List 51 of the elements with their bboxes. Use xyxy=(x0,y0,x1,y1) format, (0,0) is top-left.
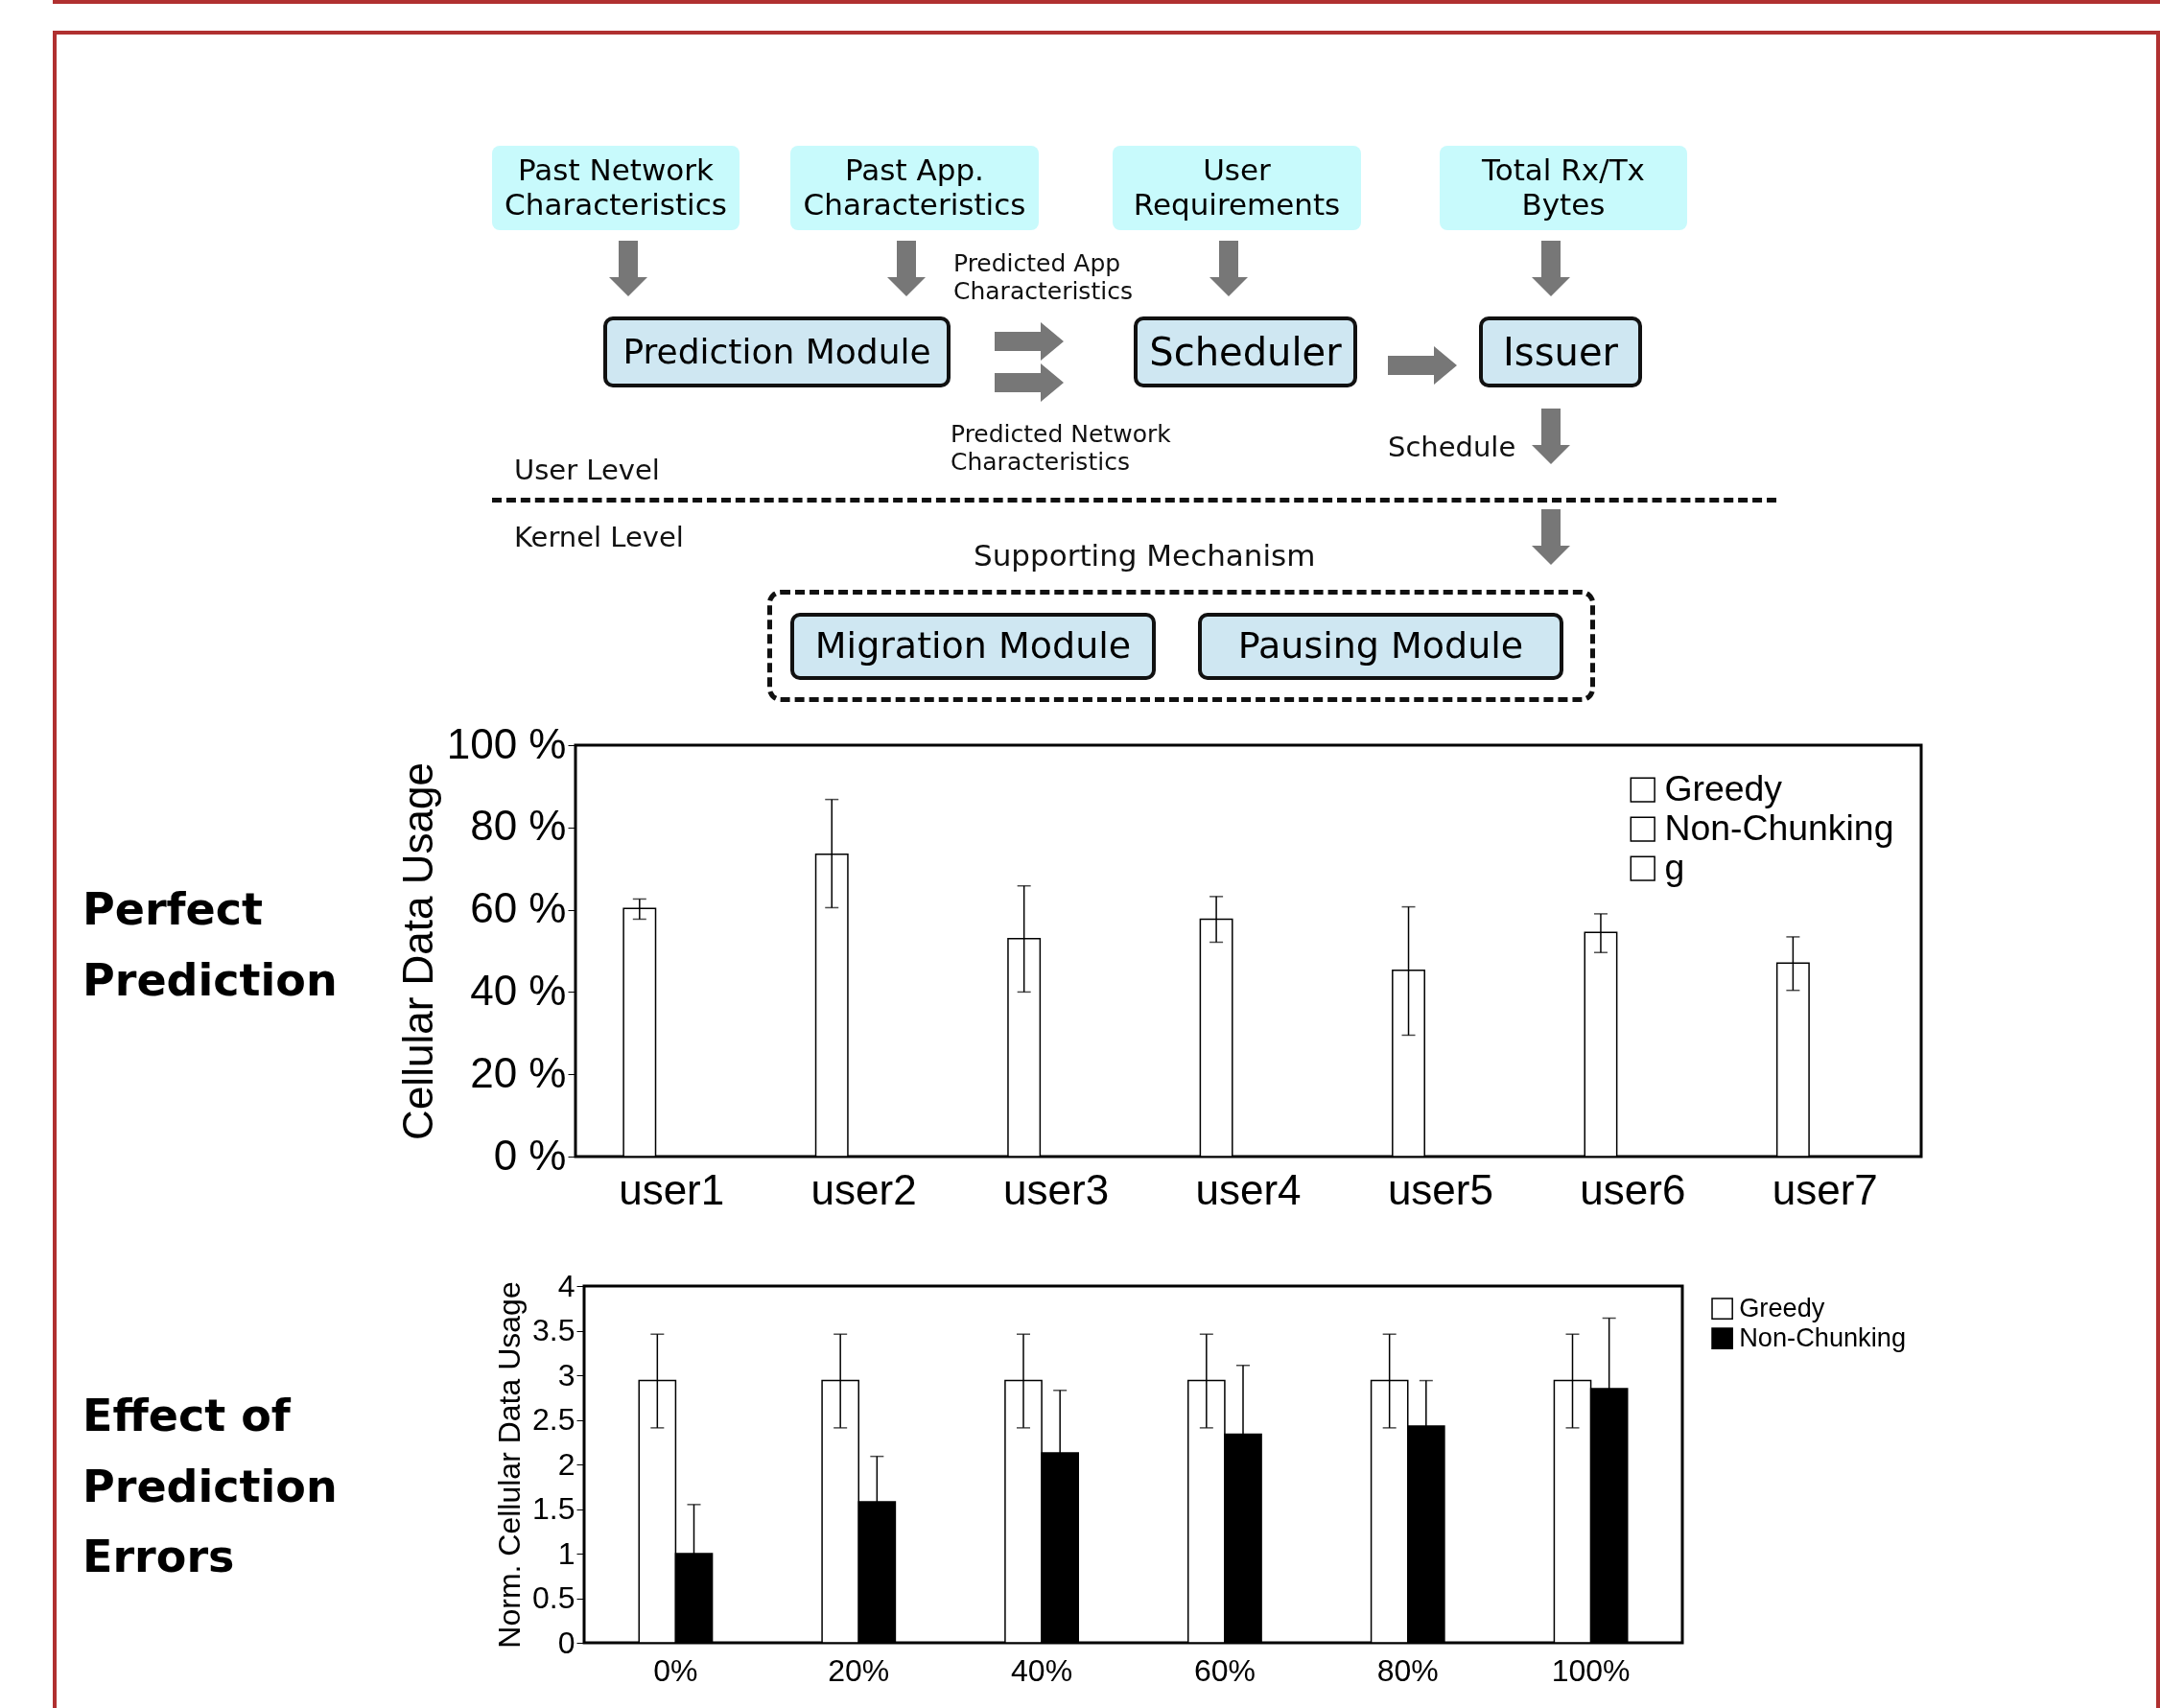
text: Predicted App Characteristics xyxy=(953,249,1134,306)
text: Scheduler xyxy=(1134,316,1357,387)
y-tick-label: 60 % xyxy=(470,884,567,932)
y-tick-label: 4 xyxy=(557,1268,575,1303)
y-tick-label: 2 xyxy=(557,1446,575,1482)
text: Schedule xyxy=(1388,431,1517,464)
x-tick-label: user4 xyxy=(1195,1165,1302,1213)
text: Prediction Module xyxy=(603,316,951,387)
y-tick-label: 0.5 xyxy=(532,1580,575,1615)
y-tick-label: 100 % xyxy=(446,719,567,767)
text: Migration Module xyxy=(790,613,1156,680)
y-tick-label: 80 % xyxy=(470,802,567,850)
y-tick-label: 0 xyxy=(557,1625,575,1660)
text: Total Rx/Tx Bytes xyxy=(1440,146,1687,230)
text: Supporting Mechanism xyxy=(974,538,1317,573)
y-tick-label: 2.5 xyxy=(532,1402,575,1437)
x-tick-label: 60% xyxy=(1193,1652,1256,1688)
x-tick-label: user6 xyxy=(1580,1165,1686,1213)
text: Past App. Characteristics xyxy=(790,146,1039,230)
x-tick-label: user7 xyxy=(1772,1165,1878,1213)
legend-label: Non-Chunking xyxy=(1739,1322,1907,1352)
text: Issuer xyxy=(1479,316,1642,387)
y-tick-label: 3.5 xyxy=(532,1313,575,1347)
x-tick-label: 100% xyxy=(1551,1652,1631,1688)
text: Effect of Prediction Errors xyxy=(82,1389,339,1585)
x-tick-label: user5 xyxy=(1387,1165,1493,1213)
legend-label: Greedy xyxy=(1739,1292,1825,1322)
legend-label: Greedy xyxy=(1664,767,1783,808)
text: User Requirements xyxy=(1113,146,1361,230)
y-tick-label: 20 % xyxy=(470,1048,567,1096)
x-tick-label: 0% xyxy=(653,1652,698,1688)
x-tick-label: 40% xyxy=(1011,1652,1073,1688)
y-axis-title: Cellular Data Usage xyxy=(393,762,441,1140)
text: Kernel Level xyxy=(514,521,685,554)
y-tick-label: 0 % xyxy=(493,1131,567,1179)
x-tick-label: user1 xyxy=(619,1165,725,1213)
text: Past Network Characteristics xyxy=(492,146,740,230)
x-tick-label: 80% xyxy=(1376,1652,1439,1688)
legend-label: g xyxy=(1664,846,1685,887)
y-tick-label: 1 xyxy=(557,1535,575,1571)
y-axis-title: Norm. Cellular Data Usage xyxy=(492,1281,528,1649)
x-tick-label: user3 xyxy=(1003,1165,1110,1213)
x-tick-label: 20% xyxy=(828,1652,890,1688)
text: Predicted Network Characteristics xyxy=(951,420,1172,477)
text: Pausing Module xyxy=(1198,613,1563,680)
y-tick-label: 40 % xyxy=(470,966,567,1014)
x-tick-label: user2 xyxy=(810,1165,917,1213)
y-tick-label: 1.5 xyxy=(532,1491,575,1526)
text: User Level xyxy=(514,454,661,487)
text: Perfect Prediction xyxy=(82,882,339,1008)
y-tick-label: 3 xyxy=(557,1357,575,1392)
